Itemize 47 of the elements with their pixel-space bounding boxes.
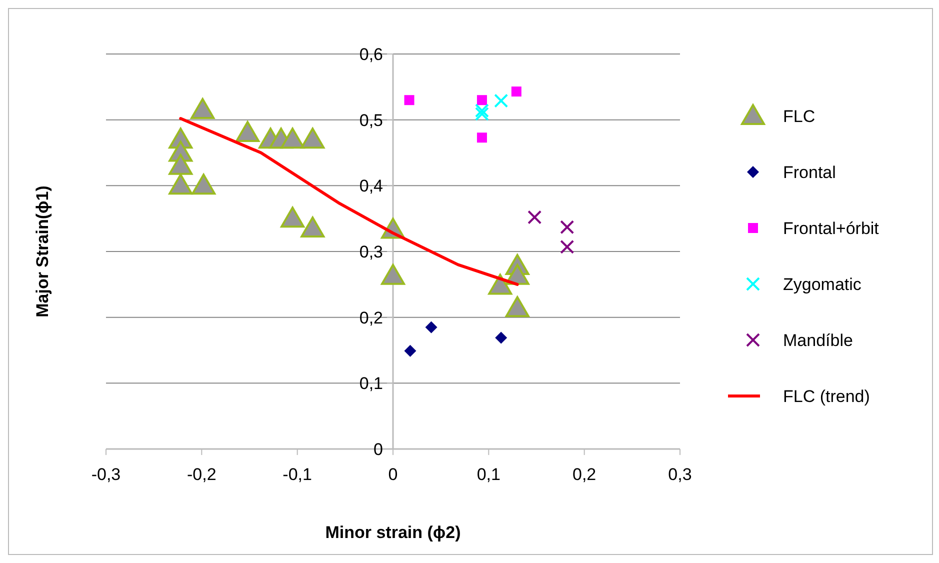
legend-label: FLC (trend) bbox=[783, 387, 870, 406]
point bbox=[474, 106, 489, 121]
point bbox=[494, 94, 508, 108]
x-axis-title: Minor strain (ϕ2) bbox=[325, 523, 461, 542]
point bbox=[476, 132, 487, 143]
point bbox=[236, 121, 260, 142]
x-tick-label: -0,3 bbox=[91, 465, 121, 484]
legend-label: Zygomatic bbox=[783, 275, 862, 294]
point bbox=[495, 332, 508, 344]
y-axis-title: Major Strain(ϕ1) bbox=[33, 186, 52, 318]
point bbox=[404, 344, 416, 357]
x-tick-label: -0,1 bbox=[282, 465, 312, 484]
x-tick-label: 0 bbox=[388, 465, 398, 484]
point bbox=[505, 296, 530, 318]
point bbox=[476, 95, 487, 106]
point bbox=[474, 104, 489, 118]
point bbox=[381, 264, 405, 285]
y-tick-label: 0,4 bbox=[359, 176, 383, 196]
y-tick-label: 0,2 bbox=[359, 308, 383, 328]
y-tick-label: 0,1 bbox=[359, 374, 383, 394]
legend-label: Frontal+órbit bbox=[783, 219, 880, 238]
point bbox=[190, 98, 215, 119]
point bbox=[528, 210, 542, 224]
x-tick-label: -0,2 bbox=[187, 465, 216, 484]
point bbox=[560, 240, 574, 254]
y-tick-label: 0 bbox=[374, 440, 383, 459]
legend-label: Mandíble bbox=[783, 331, 853, 350]
point bbox=[300, 216, 325, 238]
point bbox=[168, 174, 193, 195]
point bbox=[560, 220, 574, 234]
point bbox=[404, 95, 414, 106]
y-tick-label: 0,5 bbox=[359, 110, 383, 130]
x-tick-label: 0,3 bbox=[668, 465, 692, 484]
y-tick-label: 0,6 bbox=[359, 45, 383, 64]
point bbox=[280, 128, 305, 149]
legend-label: Frontal bbox=[783, 163, 836, 182]
x-tick-label: 0,1 bbox=[476, 465, 500, 484]
point bbox=[425, 321, 438, 334]
legend-label: FLC bbox=[783, 107, 816, 126]
point bbox=[511, 86, 522, 97]
y-tick-label: 0,3 bbox=[359, 242, 383, 262]
point bbox=[192, 174, 216, 195]
x-tick-label: 0,2 bbox=[572, 465, 596, 484]
point bbox=[168, 154, 193, 175]
point bbox=[280, 206, 305, 228]
point bbox=[300, 128, 325, 149]
point bbox=[488, 274, 512, 295]
